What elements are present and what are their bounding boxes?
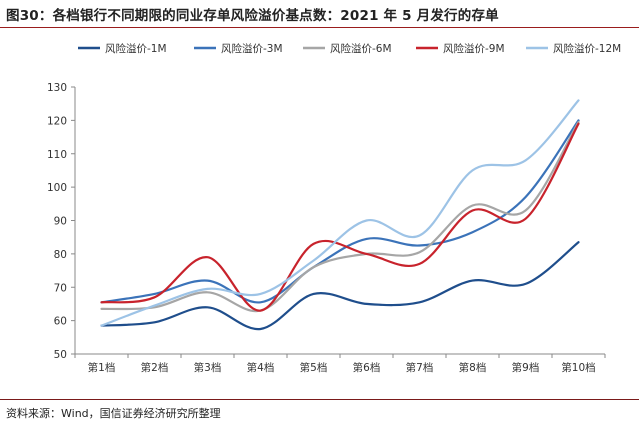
line-chart: 风险溢价-1M 风险溢价-3M 风险溢价-6M 风险溢价-9M 风险溢价-12M 50 6… [47,42,621,374]
source-note: 资料来源：Wind，国信证券经济研究所整理 [6,407,221,420]
y-tick-label: 100 [47,182,67,194]
x-tick-label: 第2档 [141,361,169,374]
x-tick-label: 第7档 [406,361,434,374]
legend-item: 风险溢价-6M [303,42,392,55]
x-tick-label: 第10档 [561,361,595,374]
series-lines [100,99,580,331]
y-tick-label: 80 [54,249,67,261]
x-tick-label: 第3档 [194,361,222,374]
y-tick-label: 130 [47,82,67,94]
y-tick-label: 70 [54,282,67,294]
x-tick-label: 第4档 [247,361,275,374]
figure-title: 图30：各档银行不同期限的同业存单风险溢价基点数：2021 年 5 月发行的存单 [6,8,499,24]
y-tick-label: 90 [54,216,67,228]
y-tick-label: 120 [47,115,67,127]
x-tick-label: 第6档 [353,361,381,374]
x-tick-label: 第5档 [300,361,328,374]
y-tick-label: 110 [47,149,67,161]
x-tick-label: 第1档 [88,361,116,374]
legend-label: 风险溢价-1M [105,42,167,55]
title-divider [0,27,639,28]
legend-label: 风险溢价-9M [443,42,505,55]
legend-label: 风险溢价-3M [221,42,283,55]
series-line-5 [100,99,580,327]
legend-item: 风险溢价-9M [416,42,505,55]
series-line-2 [100,119,580,304]
legend-item: 风险溢价-1M [78,42,167,55]
y-axis: 50 60 70 80 90 100 110 120 130 [47,82,76,361]
series-line-4 [100,122,580,312]
footer-divider [0,399,639,400]
series-line-3 [100,120,580,313]
legend-label: 风险溢价-6M [330,42,392,55]
x-tick-label: 第9档 [512,361,540,374]
legend-label: 风险溢价-12M [553,42,621,55]
x-axis: 第1档 第2档 第3档 第4档 第5档 第6档 第7档 第8档 第9档 第10档 [74,353,606,374]
series-line-1 [100,241,580,331]
chart-legend: 风险溢价-1M 风险溢价-3M 风险溢价-6M 风险溢价-9M 风险溢价-12M [78,42,621,55]
legend-item: 风险溢价-3M [194,42,283,55]
x-tick-label: 第8档 [459,361,487,374]
legend-item: 风险溢价-12M [526,42,621,55]
y-tick-label: 60 [54,316,67,328]
y-tick-label: 50 [54,349,67,361]
